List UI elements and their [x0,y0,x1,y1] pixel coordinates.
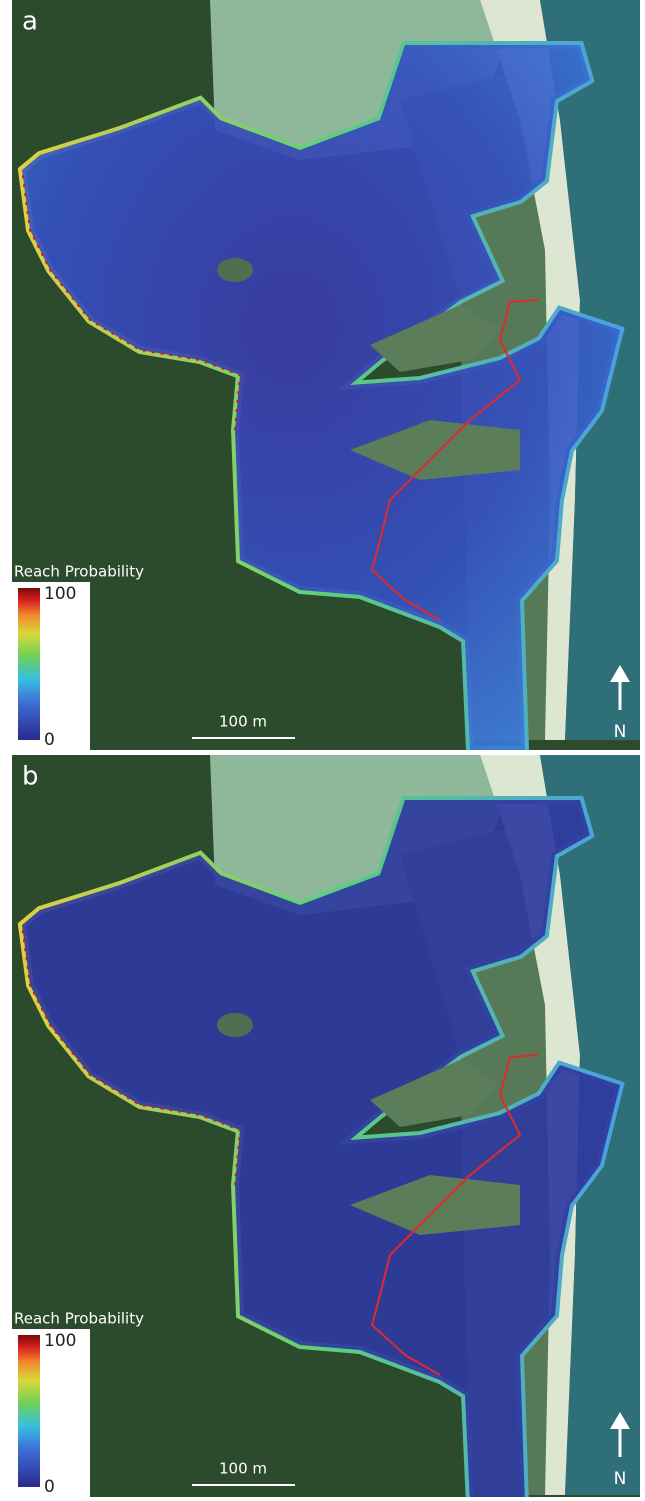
legend-min: 0 [44,730,55,750]
map-panel: b Reach Probability 100 0 100 m N [12,755,640,1497]
vegetation-island [217,258,253,282]
legend-title: Reach Probability [14,563,144,581]
panel-label: b [22,762,39,792]
north-label: N [614,722,627,742]
legend-max: 100 [44,584,76,604]
figure: a Reach Probability 100 0 100 m Nb Reach Proba… [0,0,645,1497]
legend-min: 0 [44,1477,55,1497]
panel-label: a [22,7,38,37]
color-bar [18,1335,40,1487]
legend-title: Reach Probability [14,1310,144,1328]
color-bar [18,588,40,740]
vegetation-island [217,1013,253,1037]
map-panel: a Reach Probability 100 0 100 m N [12,0,640,750]
north-label: N [614,1469,627,1489]
legend-max: 100 [44,1331,76,1351]
scale-label: 100 m [219,713,267,731]
scale-label: 100 m [219,1460,267,1478]
page: a Reach Probability 100 0 100 m Nb Reach Proba… [0,0,645,1497]
